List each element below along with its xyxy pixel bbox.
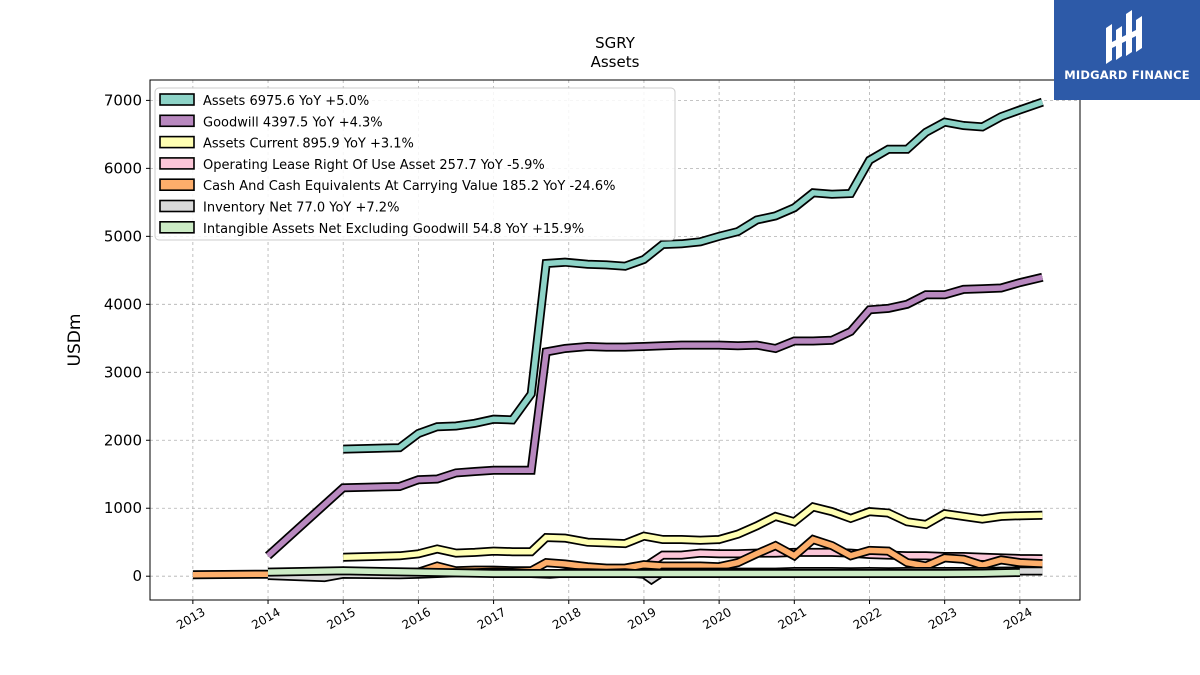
series-line bbox=[343, 99, 1044, 452]
legend-entry: Assets 6975.6 YoY +5.0% bbox=[203, 94, 369, 109]
y-axis-label: USDm bbox=[65, 314, 85, 367]
series-assets bbox=[343, 97, 1044, 454]
x-tick-label: 2015 bbox=[324, 605, 357, 632]
y-tick-label: 6000 bbox=[104, 159, 142, 177]
x-tick-label: 2017 bbox=[475, 605, 508, 632]
legend-entry: Operating Lease Right Of Use Asset 257.7… bbox=[203, 158, 545, 173]
legend-swatch bbox=[159, 221, 195, 234]
y-tick-label: 1000 bbox=[104, 499, 142, 517]
brand-name: MIDGARD FINANCE bbox=[1064, 68, 1190, 82]
y-tick-label: 7000 bbox=[104, 91, 142, 109]
series-goodwill bbox=[264, 272, 1044, 560]
x-tick-label: 2013 bbox=[174, 605, 207, 632]
legend-entry: Assets Current 895.9 YoY +3.1% bbox=[203, 137, 414, 152]
chart-subtitle: Assets bbox=[591, 53, 640, 71]
midgard-logo-icon bbox=[1106, 10, 1142, 64]
x-tick-label: 2020 bbox=[700, 605, 733, 632]
legend-entry: Goodwill 4397.5 YoY +4.3% bbox=[203, 115, 383, 130]
x-tick-label: 2024 bbox=[1001, 605, 1034, 632]
legend-swatch bbox=[159, 135, 195, 149]
series-line bbox=[267, 568, 1020, 577]
chart-title: SGRY bbox=[595, 34, 636, 52]
legend-swatch bbox=[159, 93, 195, 106]
brand-logo: MIDGARD FINANCE bbox=[1054, 0, 1200, 100]
y-tick-label: 2000 bbox=[104, 431, 142, 449]
legend-swatch bbox=[159, 199, 195, 213]
legend-swatch bbox=[159, 157, 195, 170]
y-axis: 0 1000 2000 3000 4000 5000 6000 7000 bbox=[104, 91, 150, 585]
x-tick-label: 2018 bbox=[550, 605, 583, 632]
plot-area-frame bbox=[149, 79, 1081, 601]
y-tick-label: 5000 bbox=[104, 227, 142, 245]
y-tick-label: 3000 bbox=[104, 363, 142, 381]
x-tick-label: 2022 bbox=[851, 605, 884, 632]
legend-swatch bbox=[159, 178, 195, 191]
legend: Assets 6975.6 YoY +5.0% Goodwill 4397.5 Y… bbox=[154, 87, 676, 241]
x-tick-label: 2016 bbox=[400, 605, 433, 632]
legend-entry: Inventory Net 77.0 YoY +7.2% bbox=[203, 201, 399, 216]
legend-entry: Intangible Assets Net Excluding Goodwill… bbox=[203, 222, 584, 237]
x-axis: 2013 2014 2015 2016 2017 2018 2019 2020 2021 2022… bbox=[174, 600, 1035, 632]
legend-box bbox=[154, 87, 676, 241]
legend-swatch bbox=[159, 114, 195, 128]
x-tick-label: 2014 bbox=[249, 605, 282, 632]
series-assets-current bbox=[343, 501, 1043, 562]
legend-entry: Cash And Cash Equivalents At Carrying Va… bbox=[203, 179, 615, 194]
series-line-outline bbox=[264, 272, 1044, 560]
y-tick-label: 4000 bbox=[104, 295, 142, 313]
x-tick-label: 2019 bbox=[625, 605, 658, 632]
y-tick-label: 0 bbox=[132, 567, 142, 585]
x-tick-label: 2021 bbox=[776, 605, 809, 632]
series-lines bbox=[192, 97, 1044, 586]
series-line bbox=[343, 503, 1043, 560]
x-tick-label: 2023 bbox=[926, 605, 959, 632]
series-intangible-assets-net-excluding-goodwill bbox=[267, 566, 1020, 578]
series-line bbox=[266, 274, 1044, 558]
